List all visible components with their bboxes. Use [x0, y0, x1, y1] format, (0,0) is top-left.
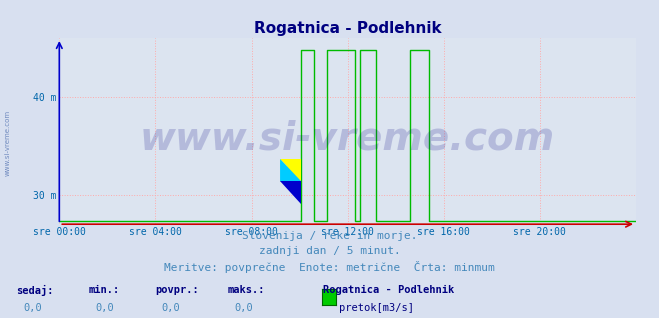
Text: 0,0: 0,0	[161, 303, 180, 313]
Text: min.:: min.:	[89, 285, 120, 294]
Text: www.si-vreme.com: www.si-vreme.com	[140, 120, 556, 158]
Text: sedaj:: sedaj:	[16, 285, 54, 296]
Text: 0,0: 0,0	[234, 303, 252, 313]
Text: 0,0: 0,0	[96, 303, 114, 313]
Text: zadnji dan / 5 minut.: zadnji dan / 5 minut.	[258, 246, 401, 256]
Text: www.si-vreme.com: www.si-vreme.com	[5, 110, 11, 176]
Text: Meritve: povprečne  Enote: metrične  Črta: minmum: Meritve: povprečne Enote: metrične Črta:…	[164, 261, 495, 273]
Text: maks.:: maks.:	[227, 285, 265, 294]
Polygon shape	[280, 181, 301, 204]
Text: povpr.:: povpr.:	[155, 285, 198, 294]
Polygon shape	[280, 159, 301, 181]
Text: Slovenija / reke in morje.: Slovenija / reke in morje.	[242, 231, 417, 240]
Polygon shape	[280, 159, 301, 181]
Text: pretok[m3/s]: pretok[m3/s]	[339, 303, 415, 313]
Text: Rogatnica - Podlehnik: Rogatnica - Podlehnik	[323, 285, 454, 295]
Title: Rogatnica - Podlehnik: Rogatnica - Podlehnik	[254, 21, 442, 36]
Text: 0,0: 0,0	[23, 303, 42, 313]
Polygon shape	[280, 159, 301, 181]
